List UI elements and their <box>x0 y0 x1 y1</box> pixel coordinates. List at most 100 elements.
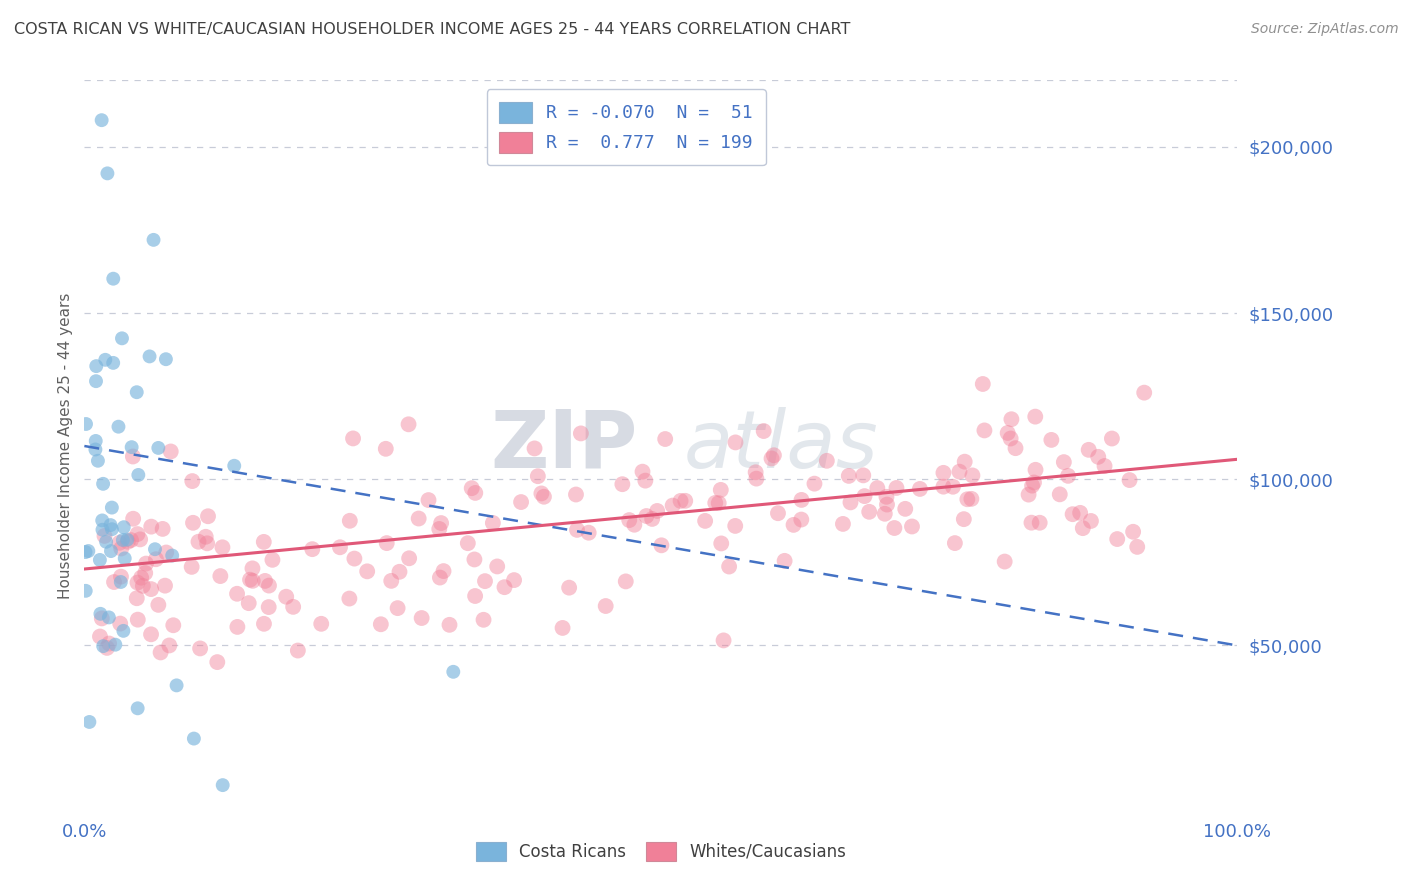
Point <box>112 624 135 638</box>
Point <box>84 374 107 388</box>
Point <box>901 519 924 533</box>
Point <box>89 607 111 621</box>
Point <box>461 481 484 495</box>
Point <box>1053 455 1076 469</box>
Point <box>883 521 905 535</box>
Point <box>398 551 420 566</box>
Point <box>1021 478 1043 492</box>
Point <box>1071 521 1094 535</box>
Point <box>101 500 124 515</box>
Point <box>143 542 166 557</box>
Point <box>162 618 184 632</box>
Point <box>138 350 160 364</box>
Point <box>790 492 813 507</box>
Point <box>398 417 420 432</box>
Point <box>125 591 148 606</box>
Point <box>84 359 107 373</box>
Point <box>956 492 979 507</box>
Point <box>790 512 813 526</box>
Point <box>439 617 461 632</box>
Point <box>370 617 392 632</box>
Point <box>120 533 142 547</box>
Point <box>873 507 896 521</box>
Point <box>1126 540 1149 554</box>
Point <box>1057 468 1080 483</box>
Point <box>129 571 152 585</box>
Point <box>1040 433 1063 447</box>
Point <box>932 466 955 480</box>
Point <box>533 490 555 504</box>
Point <box>530 486 553 500</box>
Point <box>1021 516 1043 530</box>
Point <box>782 517 804 532</box>
Point <box>114 551 136 566</box>
Point <box>253 574 276 588</box>
Point <box>101 522 124 536</box>
Point <box>187 534 209 549</box>
Point <box>962 468 984 483</box>
Point <box>1122 524 1144 539</box>
Point <box>112 520 135 534</box>
Point <box>356 565 378 579</box>
Point <box>127 701 149 715</box>
Point <box>463 552 485 566</box>
Point <box>94 534 117 549</box>
Point <box>472 613 495 627</box>
Point <box>839 495 862 509</box>
Point <box>149 645 172 659</box>
Point <box>803 476 825 491</box>
Point <box>89 553 111 567</box>
Point <box>157 639 180 653</box>
Point <box>752 424 775 438</box>
Point <box>155 352 177 367</box>
Point <box>257 578 280 592</box>
Point <box>430 516 453 530</box>
Point <box>242 574 264 588</box>
Point <box>97 610 120 624</box>
Point <box>79 714 101 729</box>
Point <box>623 517 645 532</box>
Point <box>117 533 139 547</box>
Point <box>645 504 668 518</box>
Point <box>894 501 917 516</box>
Point <box>139 627 162 641</box>
Point <box>1069 506 1091 520</box>
Point <box>1094 458 1116 473</box>
Point <box>429 570 451 584</box>
Point <box>486 559 509 574</box>
Point <box>1101 432 1123 446</box>
Point <box>139 582 162 596</box>
Point <box>713 633 735 648</box>
Point <box>631 465 654 479</box>
Point <box>142 233 165 247</box>
Point <box>724 435 747 450</box>
Point <box>1080 514 1102 528</box>
Point <box>87 454 110 468</box>
Point <box>117 534 139 549</box>
Point <box>654 432 676 446</box>
Text: atlas: atlas <box>683 407 879 485</box>
Point <box>942 480 965 494</box>
Point <box>565 487 588 501</box>
Point <box>127 467 149 482</box>
Point <box>908 482 931 496</box>
Point <box>745 472 768 486</box>
Point <box>614 574 637 589</box>
Point <box>482 516 505 530</box>
Y-axis label: Householder Income Ages 25 - 44 years: Householder Income Ages 25 - 44 years <box>58 293 73 599</box>
Point <box>1018 487 1040 501</box>
Point <box>853 489 876 503</box>
Point <box>207 655 229 669</box>
Point <box>91 513 114 527</box>
Point <box>257 600 280 615</box>
Point <box>148 598 170 612</box>
Point <box>695 514 717 528</box>
Point <box>707 496 730 510</box>
Point <box>1004 441 1026 455</box>
Point <box>1049 487 1071 501</box>
Point <box>380 574 402 588</box>
Point <box>111 331 134 345</box>
Point <box>375 536 398 550</box>
Point <box>815 454 838 468</box>
Point <box>110 569 132 583</box>
